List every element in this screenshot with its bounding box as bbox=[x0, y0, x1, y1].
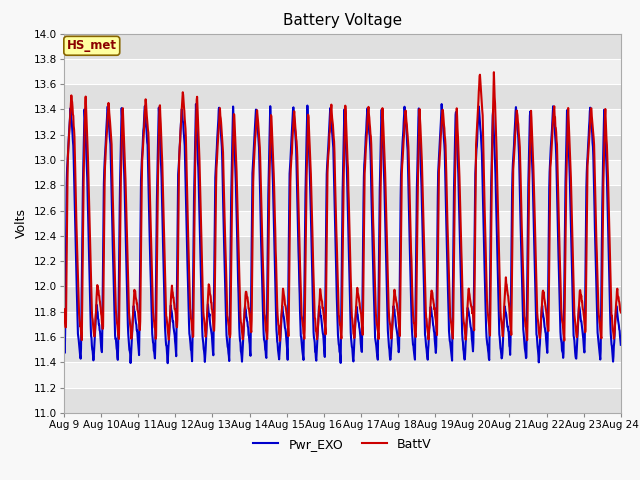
Line: BattV: BattV bbox=[64, 72, 621, 341]
Bar bbox=[64, 287, 621, 312]
Pwr_EXO bbox=[184, 289, 192, 295]
BattV bbox=[276, 338, 284, 344]
Line: Pwr_EXO: Pwr_EXO bbox=[64, 104, 621, 363]
BattV bbox=[490, 69, 498, 75]
Bar bbox=[64, 84, 621, 109]
BattV bbox=[429, 297, 437, 302]
Pwr_EXO bbox=[171, 332, 179, 338]
Pwr_EXO bbox=[60, 341, 68, 347]
Bar bbox=[64, 135, 621, 160]
Pwr_EXO bbox=[617, 342, 625, 348]
BattV bbox=[246, 316, 254, 322]
Y-axis label: Volts: Volts bbox=[15, 208, 28, 238]
Bar bbox=[64, 337, 621, 362]
Bar bbox=[64, 387, 621, 413]
BattV bbox=[552, 124, 559, 130]
Pwr_EXO bbox=[247, 318, 255, 324]
Bar bbox=[64, 312, 621, 337]
Pwr_EXO bbox=[164, 360, 172, 366]
Bar bbox=[64, 109, 621, 135]
Bar bbox=[64, 34, 621, 59]
Bar bbox=[64, 261, 621, 287]
BattV bbox=[502, 281, 510, 287]
Bar bbox=[64, 160, 621, 185]
Bar bbox=[64, 211, 621, 236]
BattV bbox=[60, 306, 68, 312]
Bar bbox=[64, 185, 621, 211]
Title: Battery Voltage: Battery Voltage bbox=[283, 13, 402, 28]
Pwr_EXO bbox=[552, 137, 559, 143]
Pwr_EXO bbox=[192, 101, 200, 107]
BattV bbox=[184, 220, 191, 226]
Bar bbox=[64, 362, 621, 387]
Bar bbox=[64, 59, 621, 84]
Text: HS_met: HS_met bbox=[67, 39, 116, 52]
BattV bbox=[617, 310, 625, 315]
BattV bbox=[170, 301, 178, 307]
Legend: Pwr_EXO, BattV: Pwr_EXO, BattV bbox=[248, 433, 436, 456]
Bar bbox=[64, 236, 621, 261]
Pwr_EXO bbox=[502, 312, 510, 318]
Pwr_EXO bbox=[429, 324, 437, 330]
